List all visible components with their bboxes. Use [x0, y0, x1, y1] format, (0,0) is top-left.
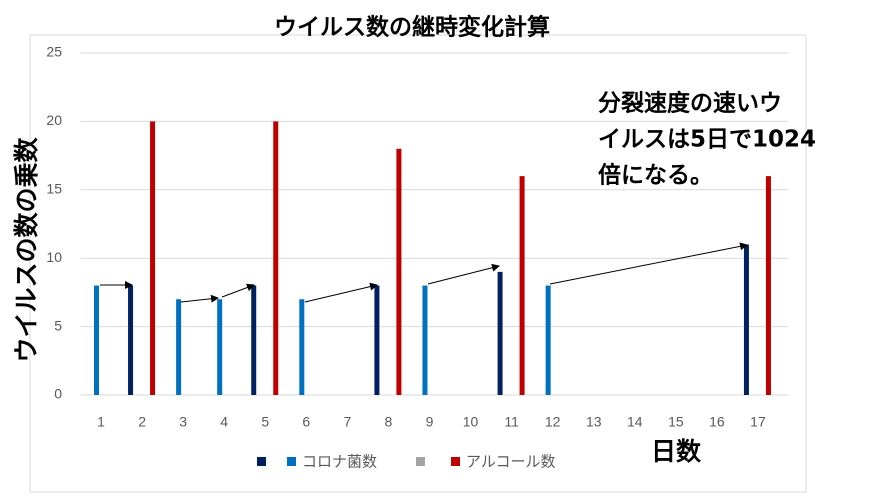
arrows [100, 242, 748, 303]
bar [545, 285, 551, 395]
arrow [549, 242, 748, 285]
legend-swatch [416, 457, 425, 466]
bar [217, 299, 223, 395]
y-tick-label: 15 [46, 181, 62, 197]
legend-swatch [451, 457, 460, 466]
bar [374, 285, 380, 395]
bar [497, 271, 503, 395]
bar [519, 176, 525, 395]
arrow [221, 283, 255, 298]
arrow [304, 282, 378, 303]
y-tick-label: 0 [54, 386, 62, 402]
annotation-line: イルスは5日で1024 [598, 127, 816, 153]
x-tick-label: 9 [426, 414, 434, 430]
bar [128, 285, 134, 395]
bar [299, 299, 305, 395]
x-tick-label: 6 [302, 414, 310, 430]
x-tick-label: 17 [750, 414, 766, 430]
x-tick-label: 12 [545, 414, 561, 430]
annotation: 分裂速度の速いウ イルスは5日で1024 倍になる。 [598, 90, 816, 189]
bar [176, 299, 182, 395]
y-axis-label: ウイルスの数の乗数 [12, 137, 41, 363]
legend-label: コロナ菌数 [302, 453, 377, 471]
legend-swatch [257, 457, 266, 466]
bar [94, 285, 99, 395]
legend-label: アルコール数 [466, 453, 556, 471]
x-tick-label: 14 [627, 414, 643, 430]
x-tick-label: 15 [668, 414, 684, 430]
x-tick-label: 5 [261, 414, 269, 430]
x-tick-label: 2 [138, 414, 146, 430]
annotation-line: 分裂速度の速いウ [598, 90, 782, 117]
x-axis-label: 日数 [651, 437, 702, 466]
annotation-line: 倍になる。 [598, 162, 713, 189]
bar [150, 121, 156, 396]
bar [251, 285, 257, 395]
bar [422, 285, 428, 395]
arrow [427, 263, 500, 285]
x-tick-label: 8 [385, 414, 393, 430]
bar [743, 244, 749, 395]
x-tick-label: 11 [504, 414, 519, 430]
bar [273, 121, 279, 396]
chart-border [29, 34, 807, 493]
x-tick-label: 13 [586, 414, 602, 430]
x-tick-label: 1 [97, 414, 105, 430]
y-tick-label: 5 [54, 317, 62, 333]
legend-swatch [287, 457, 296, 466]
arrow [180, 294, 219, 303]
chart-title: ウイルス数の継時変化計算 [274, 14, 550, 41]
y-tick-label: 20 [46, 112, 62, 128]
x-tick-label: 7 [343, 414, 351, 430]
y-tick-label: 25 [46, 44, 62, 60]
y-tick-label: 10 [46, 249, 62, 265]
bar [765, 176, 771, 395]
x-tick-label: 10 [463, 414, 479, 430]
x-tick-label: 16 [709, 414, 725, 430]
x-tick-label: 3 [179, 414, 187, 430]
bar [396, 148, 402, 395]
x-tick-label: 4 [220, 414, 228, 430]
